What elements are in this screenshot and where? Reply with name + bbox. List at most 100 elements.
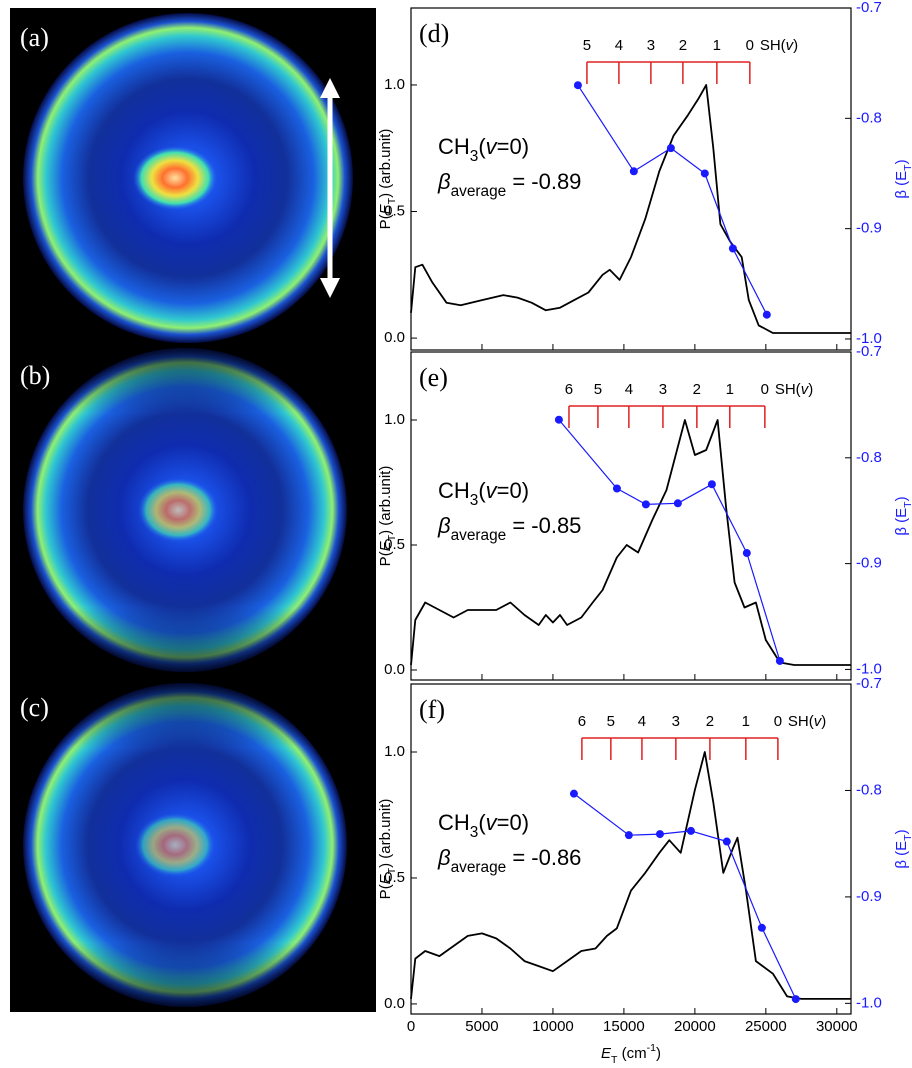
y-axis-title-part: P( — [377, 551, 394, 566]
plot-frame — [410, 7, 852, 351]
comb-label: 0 — [774, 713, 782, 730]
comb-title-part: ) — [793, 37, 798, 54]
annotation-part: average — [451, 527, 507, 544]
comb-title-part: v — [786, 37, 795, 54]
annotation-part: β — [437, 169, 451, 194]
comb-label: 4 — [615, 37, 623, 54]
x-tick-label: 30000 — [816, 1018, 858, 1035]
y-axis-title-part: ) (arb.unit) — [377, 799, 394, 868]
y2-axis-title-part: ) — [893, 829, 910, 834]
vmi-image: (a) — [20, 13, 353, 343]
beta-point — [728, 244, 737, 253]
comb-label: 3 — [659, 381, 667, 398]
beta-point — [722, 837, 731, 846]
beta-point — [554, 415, 563, 424]
x-tick-label: 15000 — [603, 1018, 645, 1035]
annotation-part: =0) — [497, 134, 529, 159]
x-tick-label: 20000 — [674, 1018, 716, 1035]
annotation-part: ( — [478, 810, 486, 835]
panel-label: (f) — [419, 695, 445, 724]
x-axis-title: ET (cm-1) — [601, 1042, 661, 1066]
y-tick-label: 1.0 — [384, 76, 405, 93]
comb-label: 0 — [746, 37, 754, 54]
beta-point — [791, 995, 800, 1004]
y-tick-label: 1.0 — [384, 411, 405, 428]
comb-title-part: v — [801, 381, 810, 398]
image-label: (a) — [20, 23, 49, 52]
y-axis-title-part: T — [386, 534, 398, 541]
y-axis-title: P(ET) (arb.unit) — [377, 466, 398, 567]
plot-frame — [410, 351, 852, 681]
comb-title-part: SH( — [760, 37, 786, 54]
comb-label: 5 — [583, 37, 591, 54]
beta-point — [742, 549, 751, 558]
y2-axis-title-part: ) — [893, 159, 910, 164]
comb-title-part: ) — [808, 381, 813, 398]
x-axis-title-part: -1 — [647, 1042, 656, 1054]
y2-tick-label: -1.0 — [856, 994, 882, 1011]
y-axis-title: P(ET) (arb.unit) — [377, 129, 398, 230]
beta-point — [655, 830, 664, 839]
comb-title-part: SH( — [788, 713, 814, 730]
panel-label: (d) — [419, 19, 449, 48]
y2-tick-label: -1.0 — [856, 330, 882, 347]
beta-point — [686, 826, 695, 835]
x-axis-title-part: T — [611, 1054, 618, 1066]
beta-point — [573, 81, 582, 90]
beta-point — [624, 831, 633, 840]
y-tick-label: 0.5 — [384, 869, 405, 886]
y2-tick-label: -0.9 — [856, 220, 882, 237]
comb-title-part: SH( — [775, 381, 801, 398]
beta-point — [757, 923, 766, 932]
y-tick-label: 0.0 — [384, 329, 405, 346]
comb-label: 0 — [761, 381, 769, 398]
y2-tick-label: -0.8 — [856, 109, 882, 126]
image-label: (b) — [20, 361, 50, 390]
y2-axis-title: β (ET) — [893, 159, 912, 198]
y2-axis-title-part: β (E — [893, 508, 910, 536]
comb-label: 1 — [726, 381, 734, 398]
y2-axis-title: β (ET) — [893, 496, 912, 535]
y2-axis-title-part: β (E — [893, 841, 910, 869]
annotation-part: v — [486, 810, 499, 835]
y-axis-title-part: P( — [377, 884, 394, 899]
panel-label: (e) — [419, 363, 448, 392]
vmi-image: (b) — [20, 348, 347, 672]
y-axis-title-part: E — [377, 873, 394, 884]
y-axis-title: P(ET) (arb.unit) — [377, 799, 398, 900]
annotation-part: =0) — [497, 810, 529, 835]
x-tick-label: 25000 — [745, 1018, 787, 1035]
comb-label: 5 — [607, 713, 615, 730]
beta-line — [573, 793, 797, 1000]
beta-point — [629, 167, 638, 176]
x-tick-label: 5000 — [465, 1018, 498, 1035]
y2-tick-label: -0.7 — [856, 343, 882, 360]
y2-tick-label: -0.8 — [856, 449, 882, 466]
comb-title-part: ) — [821, 713, 826, 730]
y-axis-title-part: E — [377, 540, 394, 551]
annotation-part: average — [451, 183, 507, 200]
comb-title: SH(v) — [788, 713, 826, 730]
y2-tick-label: -0.9 — [856, 555, 882, 572]
annotation-part: β — [437, 845, 451, 870]
comb-label: 2 — [693, 381, 701, 398]
annotation-part: 3 — [470, 148, 479, 165]
y-tick-label: 0.0 — [384, 661, 405, 678]
annotation: CH3(v=0) — [438, 810, 529, 841]
distribution-line — [410, 751, 851, 1000]
y2-axis-title-part: T — [902, 501, 912, 508]
annotation-part: average — [451, 859, 507, 876]
beta-point — [666, 144, 675, 153]
comb-label: 2 — [706, 713, 714, 730]
y-axis-title-part: E — [377, 203, 394, 214]
annotation-part: CH — [438, 478, 470, 503]
image-label: (c) — [20, 693, 49, 722]
y2-axis-title-part: T — [902, 834, 912, 841]
y2-tick-label: -0.9 — [856, 888, 882, 905]
annotation-part: ( — [478, 134, 486, 159]
y2-tick-label: -0.7 — [856, 0, 882, 16]
annotation-part: β — [437, 513, 451, 538]
x-axis-title-part: ) — [656, 1045, 661, 1062]
annotation-part: CH — [438, 810, 470, 835]
